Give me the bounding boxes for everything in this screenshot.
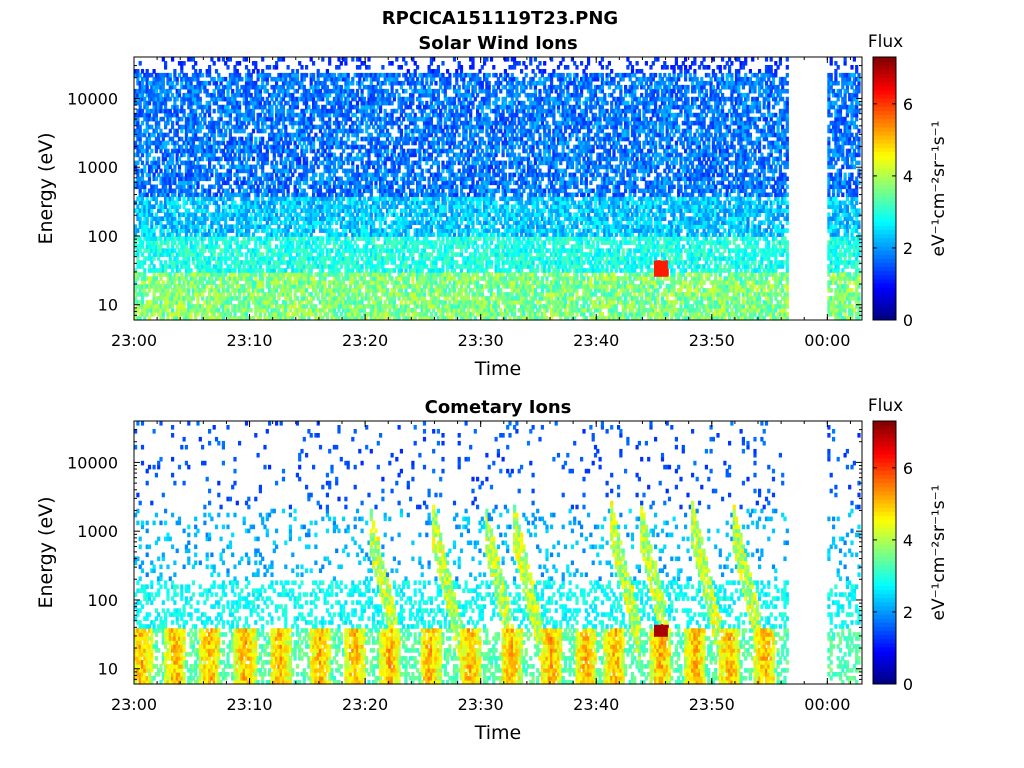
- x-tick-label: 00:00: [804, 695, 850, 714]
- y-tick-label: 1000: [77, 158, 118, 177]
- colorbar: 0 2 4 6 Flux eV⁻¹cm⁻²sr⁻¹s⁻¹: [868, 396, 949, 694]
- y-axis-label: Energy (eV): [35, 496, 57, 608]
- x-tick-label: 23:50: [689, 331, 735, 350]
- y-axis-label: Energy (eV): [35, 132, 57, 244]
- panel-title: Cometary Ions: [425, 397, 572, 418]
- y-tick-label: 10: [98, 296, 118, 315]
- x-tick-label: 23:00: [111, 695, 157, 714]
- x-tick-label: 00:00: [804, 331, 850, 350]
- colorbar-tick-label: 2: [903, 239, 913, 258]
- x-tick-label: 23:40: [573, 331, 619, 350]
- colorbar-tick-label: 2: [903, 603, 913, 622]
- colorbar: 0 2 4 6 Flux eV⁻¹cm⁻²sr⁻¹s⁻¹: [868, 32, 949, 330]
- x-axis-label: Time: [474, 722, 522, 744]
- y-tick-label: 100: [87, 227, 118, 246]
- colorbar-tick-label: 4: [903, 167, 913, 186]
- colorbar-tick-label: 6: [903, 95, 913, 114]
- x-tick-label: 23:00: [111, 331, 157, 350]
- colorbar-title: Flux: [868, 32, 903, 52]
- spectrogram: [134, 57, 861, 321]
- solar-wind-panel: Solar Wind Ions 23:00 23:10 23:20 23:30 23:40…: [35, 32, 949, 380]
- colorbar-tick-label: 0: [903, 675, 913, 694]
- cometary-panel: Cometary Ions 23:00 23:10 23:20 23:30 23:40 23…: [35, 396, 949, 744]
- colorbar-title: Flux: [868, 396, 903, 416]
- plot-frame: [133, 420, 863, 685]
- x-tick-label: 23:20: [342, 695, 388, 714]
- x-tick-label: 23:20: [342, 331, 388, 350]
- y-tick-label: 10: [98, 660, 118, 679]
- colorbar-tick-label: 6: [903, 459, 913, 478]
- colorbar-label: eV⁻¹cm⁻²sr⁻¹s⁻¹: [929, 121, 949, 257]
- x-tick-label: 23:30: [458, 331, 504, 350]
- panel-title: Solar Wind Ions: [418, 33, 577, 54]
- x-tick-label: 23:30: [458, 695, 504, 714]
- y-tick-label: 100: [87, 591, 118, 610]
- x-tick-label: 23:10: [227, 331, 273, 350]
- x-tick-label: 23:10: [227, 695, 273, 714]
- colorbar-tick-label: 0: [903, 311, 913, 330]
- y-tick-label: 1000: [77, 522, 118, 541]
- y-tick-label: 10000: [67, 453, 118, 472]
- figure-title: RPCICA151119T23.PNG: [382, 8, 618, 29]
- colorbar-label: eV⁻¹cm⁻²sr⁻¹s⁻¹: [929, 485, 949, 621]
- plot-frame: [133, 56, 863, 321]
- colorbar-tick-label: 4: [903, 531, 913, 550]
- spectrogram: [134, 421, 861, 685]
- x-tick-label: 23:40: [573, 695, 619, 714]
- x-axis-label: Time: [474, 358, 522, 380]
- y-tick-label: 10000: [67, 89, 118, 108]
- x-tick-label: 23:50: [689, 695, 735, 714]
